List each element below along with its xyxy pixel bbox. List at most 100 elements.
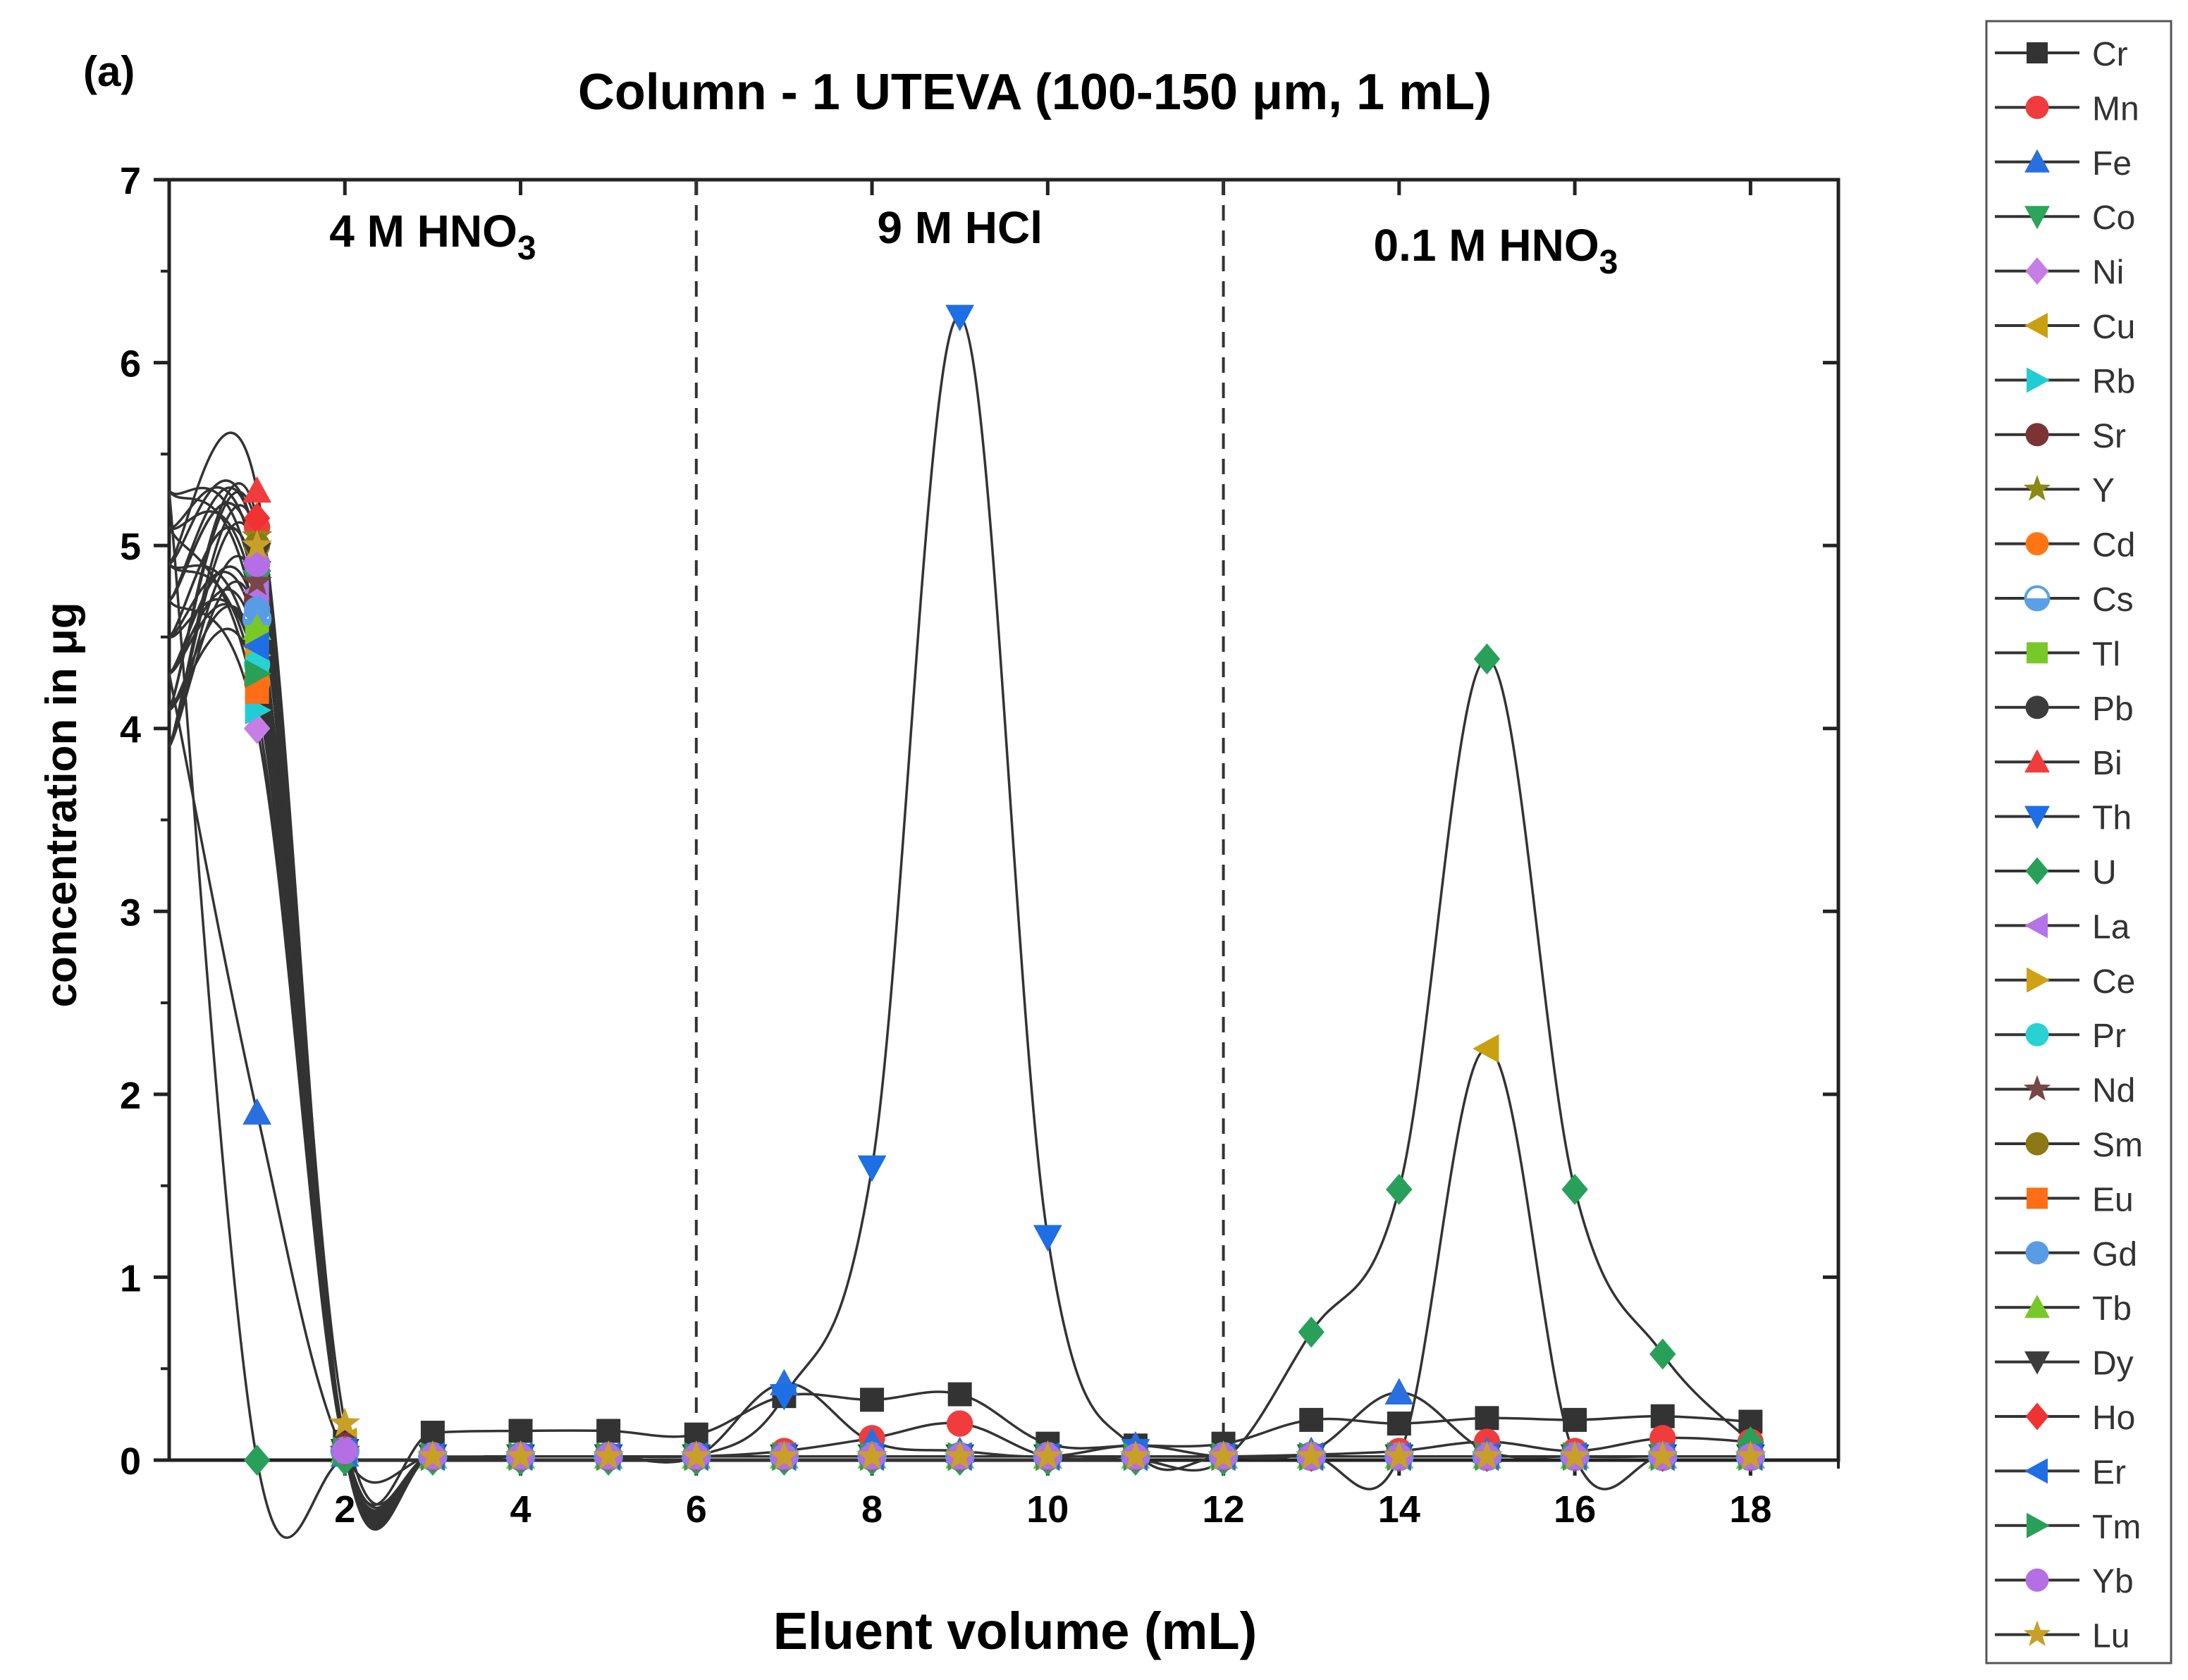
panel-label: (a) (83, 48, 135, 95)
data-point (241, 566, 273, 595)
data-point (245, 659, 272, 688)
legend-entry-eu: Eu (1995, 1181, 2134, 1218)
data-point (1299, 1407, 1324, 1432)
series-line (168, 526, 1751, 1524)
legend-box (1985, 20, 2172, 1664)
data-point (243, 550, 271, 577)
y-tick-label: 3 (120, 891, 141, 934)
chart-title: Column - 1 UTEVA (100-150 μm, 1 mL) (578, 64, 1492, 121)
legend-entry-tm: Tm (1995, 1509, 2141, 1546)
data-point (1384, 1440, 1415, 1470)
data-point (242, 476, 272, 503)
legend-marker (2023, 474, 2051, 501)
legend-marker (2025, 1023, 2049, 1046)
series-line (168, 490, 1751, 1528)
legend-label: Tl (2092, 636, 2120, 673)
data-point (770, 1384, 799, 1411)
series-lu (168, 479, 1751, 1506)
y-axis-label: concentration in μg (37, 602, 86, 1007)
series-markers-cd (243, 669, 1764, 1470)
legend-entry-gd: Gd (1995, 1236, 2137, 1273)
legend-label: Tm (2092, 1509, 2141, 1546)
series-markers-u (243, 643, 1764, 1476)
series-markers-cu (242, 659, 1763, 1471)
legend-entry-ni: Ni (1995, 254, 2124, 292)
data-point (944, 1440, 976, 1470)
series-th (168, 315, 1751, 1524)
series-line (168, 510, 1751, 1521)
data-point (1120, 1440, 1151, 1470)
legend-entry-tl: Tl (1995, 636, 2120, 673)
series-er (168, 588, 1751, 1519)
x-tick-label: 12 (1203, 1488, 1245, 1531)
legend-marker (2025, 423, 2049, 447)
data-point (1473, 1034, 1499, 1063)
x-tick-label: 10 (1026, 1488, 1069, 1531)
series-markers-tb (242, 613, 1765, 1469)
data-point (1647, 1440, 1678, 1470)
series-line (168, 673, 1751, 1484)
series-markers-ho (243, 502, 1764, 1472)
region-9m-hcl: 9 M HCl (877, 202, 1043, 253)
series-markers-eu (245, 679, 1763, 1469)
series-line (168, 562, 1751, 1509)
marker-half (2025, 598, 2049, 610)
legend-entry-sr: Sr (1995, 418, 2126, 455)
series-markers-th (242, 304, 1765, 1471)
series-markers-rb (245, 696, 1765, 1471)
data-point (1475, 1406, 1499, 1431)
series-tm (168, 598, 1751, 1517)
legend-marker (2023, 1075, 2051, 1101)
legend-marker (2027, 1512, 2050, 1538)
legend-entry-pr: Pr (1995, 1018, 2126, 1055)
legend-entry-ce: Ce (1995, 963, 2135, 1001)
legend-marker (2024, 206, 2050, 230)
data-point (1384, 1378, 1414, 1404)
data-point (1650, 1404, 1675, 1428)
legend-label: Ce (2092, 963, 2135, 1001)
legend-label: Er (2092, 1454, 2126, 1491)
series-line (168, 526, 1751, 1514)
legend-entry-yb: Yb (1995, 1563, 2134, 1600)
y-tick-label: 6 (120, 343, 141, 385)
series-line (168, 627, 1751, 1516)
legend-label: Mn (2092, 90, 2139, 128)
legend-marker (2023, 1620, 2051, 1646)
data-point (946, 1410, 973, 1437)
series-mn (168, 490, 1751, 1528)
series-sr (168, 486, 1751, 1518)
legend-entry-u: U (1995, 854, 2117, 891)
legend-entry-fe: Fe (1995, 145, 2132, 183)
x-tick-label: 14 (1378, 1488, 1420, 1531)
legend-label: Co (2092, 199, 2135, 237)
legend-entry-lu: Lu (1995, 1618, 2129, 1655)
legend-marker (2027, 967, 2050, 993)
data-point (243, 596, 271, 623)
legend-marker (2025, 95, 2049, 119)
data-point (596, 1419, 621, 1443)
region-4m-hno3: 4 M HNO3 (329, 206, 536, 267)
series-markers-y (241, 520, 1766, 1470)
legend-marker (2027, 42, 2048, 63)
series-cr (168, 580, 1751, 1507)
legend-label: Sm (2092, 1127, 2143, 1164)
series-markers-pr (243, 651, 1764, 1470)
legend-label: Bi (2092, 745, 2122, 782)
series-line (168, 490, 1751, 1520)
legend-label: Th (2092, 800, 2132, 837)
legend-label: Cu (2092, 309, 2135, 346)
y-tick-label: 7 (120, 160, 141, 202)
series-markers-la (242, 576, 1763, 1471)
legend-label: Pr (2092, 1018, 2126, 1055)
x-tick-label: 16 (1554, 1488, 1596, 1531)
series-line (168, 565, 1751, 1521)
legend-entry-cu: Cu (1995, 309, 2135, 346)
legend-entry-cd: Cd (1995, 527, 2135, 564)
legend-label: Rb (2092, 363, 2135, 400)
data-point (1032, 1440, 1064, 1470)
legend-entry-la: La (1995, 908, 2130, 946)
legend-marker (2024, 1295, 2050, 1318)
data-point (856, 1440, 887, 1470)
legend-entry-er: Er (1995, 1454, 2126, 1491)
data-point (242, 1098, 272, 1125)
